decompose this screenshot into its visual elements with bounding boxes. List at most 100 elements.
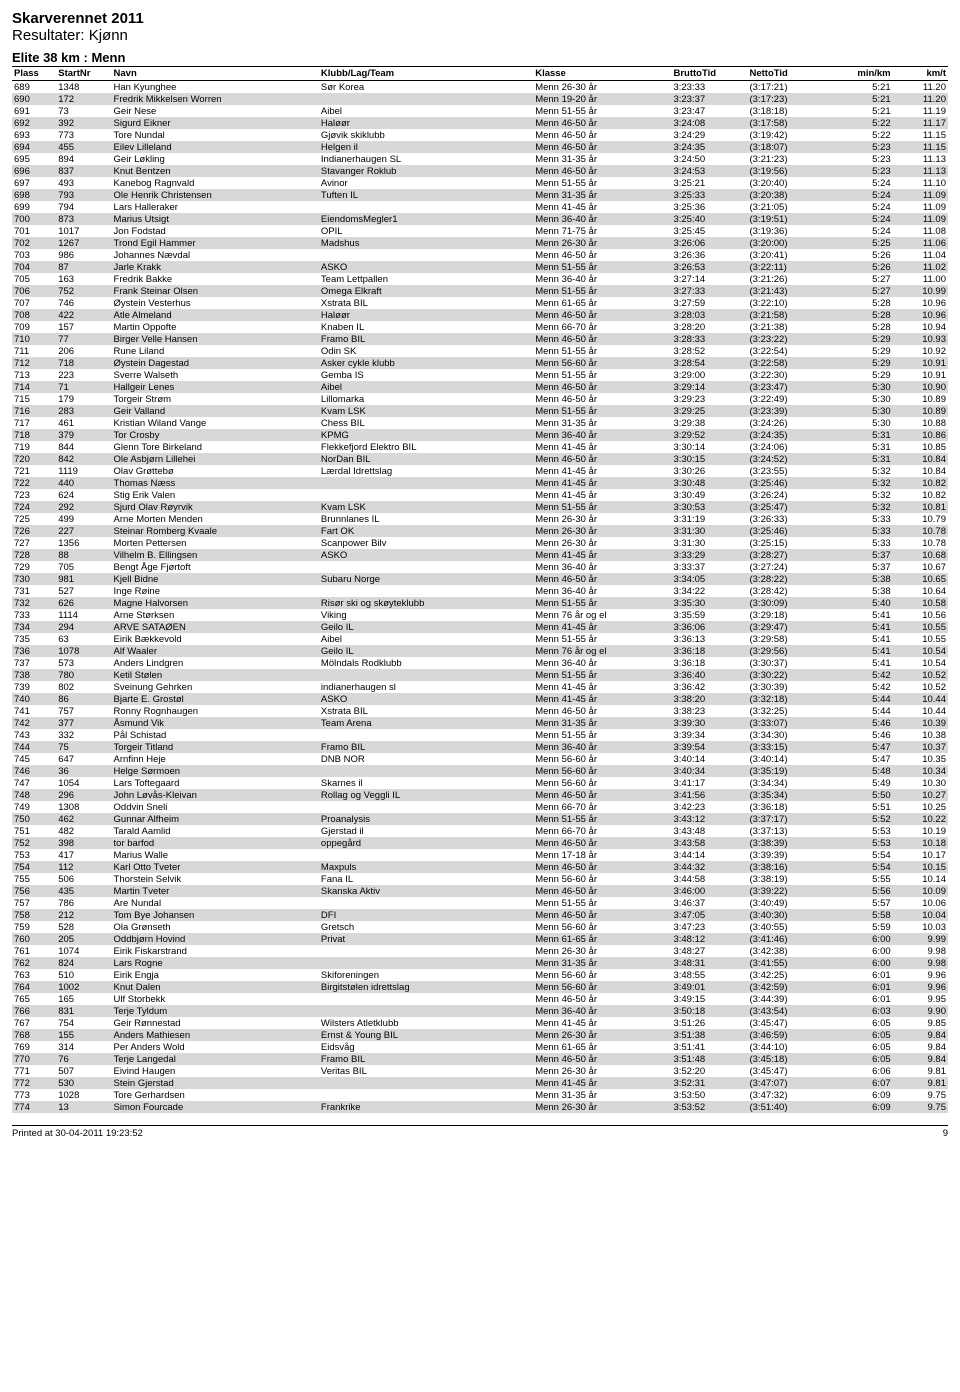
table-cell: Menn 51-55 år: [533, 897, 671, 909]
table-cell: (3:30:22): [747, 669, 830, 681]
table-cell: 752: [56, 285, 111, 297]
table-cell: [319, 801, 533, 813]
table-cell: Sjurd Olav Røyrvik: [112, 501, 319, 513]
table-cell: 732: [12, 597, 56, 609]
table-cell: Menn 46-50 år: [533, 333, 671, 345]
table-cell: 9.85: [893, 1017, 948, 1029]
table-cell: 737: [12, 657, 56, 669]
table-cell: (3:21:23): [747, 153, 830, 165]
table-cell: 10.78: [893, 525, 948, 537]
table-cell: Øystein Vesterhus: [112, 297, 319, 309]
table-cell: Simon Fourcade: [112, 1101, 319, 1113]
table-cell: 780: [56, 669, 111, 681]
table-cell: 5:32: [830, 477, 892, 489]
table-cell: 314: [56, 1041, 111, 1053]
table-cell: 3:38:20: [671, 693, 747, 705]
table-cell: 10.17: [893, 849, 948, 861]
table-cell: (3:45:47): [747, 1017, 830, 1029]
table-cell: (3:20:38): [747, 189, 830, 201]
table-cell: Menn 51-55 år: [533, 105, 671, 117]
table-cell: (3:19:51): [747, 213, 830, 225]
table-cell: Knaben IL: [319, 321, 533, 333]
table-cell: Menn 41-45 år: [533, 621, 671, 633]
table-cell: 786: [56, 897, 111, 909]
table-cell: 723: [12, 489, 56, 501]
table-cell: (3:40:49): [747, 897, 830, 909]
table-cell: 760: [12, 933, 56, 945]
table-row: 732626Magne HalvorsenRisør ski og skøyte…: [12, 597, 948, 609]
table-cell: 3:24:35: [671, 141, 747, 153]
table-cell: Team Arena: [319, 717, 533, 729]
table-cell: (3:41:46): [747, 933, 830, 945]
table-cell: (3:18:07): [747, 141, 830, 153]
table-cell: 698: [12, 189, 56, 201]
table-row: 717461Kristian Wiland VangeChess BILMenn…: [12, 417, 948, 429]
table-cell: 3:51:38: [671, 1029, 747, 1041]
table-cell: (3:38:39): [747, 837, 830, 849]
table-cell: 746: [56, 297, 111, 309]
table-cell: 11.13: [893, 165, 948, 177]
table-cell: 3:24:53: [671, 165, 747, 177]
table-cell: 36: [56, 765, 111, 777]
page-subtitle: Resultater: Kjønn: [12, 27, 948, 44]
table-cell: Menn 41-45 år: [533, 477, 671, 489]
table-cell: Menn 56-60 år: [533, 921, 671, 933]
col-kmt: km/t: [893, 67, 948, 81]
table-cell: Eirik Bækkevold: [112, 633, 319, 645]
table-row: 74636Helge SørmoenMenn 56-60 år3:40:34(3…: [12, 765, 948, 777]
table-cell: 482: [56, 825, 111, 837]
table-cell: Menn 66-70 år: [533, 801, 671, 813]
col-klubb: Klubb/Lag/Team: [319, 67, 533, 81]
table-cell: Eidsvåg: [319, 1041, 533, 1053]
table-cell: 11.13: [893, 153, 948, 165]
results-table: Plass StartNr Navn Klubb/Lag/Team Klasse…: [12, 67, 948, 1113]
table-cell: Fart OK: [319, 525, 533, 537]
table-cell: 5:26: [830, 261, 892, 273]
table-cell: Gjerstad il: [319, 825, 533, 837]
table-cell: 710: [12, 333, 56, 345]
table-cell: 223: [56, 369, 111, 381]
table-cell: Menn 46-50 år: [533, 573, 671, 585]
page-number: 9: [943, 1128, 948, 1139]
table-cell: 292: [56, 501, 111, 513]
table-cell: Menn 76 år og el: [533, 645, 671, 657]
table-cell: Frank Steinar Olsen: [112, 285, 319, 297]
table-cell: Jon Fodstad: [112, 225, 319, 237]
table-cell: 5:28: [830, 321, 892, 333]
table-cell: 733: [12, 609, 56, 621]
table-cell: 3:24:08: [671, 117, 747, 129]
table-cell: 5:22: [830, 117, 892, 129]
table-cell: Menn 56-60 år: [533, 753, 671, 765]
table-cell: 455: [56, 141, 111, 153]
table-cell: 3:28:03: [671, 309, 747, 321]
table-cell: 981: [56, 573, 111, 585]
table-cell: [319, 561, 533, 573]
table-cell: Lars Halleraker: [112, 201, 319, 213]
table-cell: 1017: [56, 225, 111, 237]
table-cell: 712: [12, 357, 56, 369]
table-cell: 721: [12, 465, 56, 477]
table-cell: (3:30:37): [747, 657, 830, 669]
table-cell: 5:32: [830, 489, 892, 501]
table-row: 712718Øystein DagestadAsker cykle klubbM…: [12, 357, 948, 369]
table-row: 7491308Oddvin SneliMenn 66-70 år3:42:23(…: [12, 801, 948, 813]
table-cell: Menn 36-40 år: [533, 657, 671, 669]
table-cell: 10.35: [893, 753, 948, 765]
table-cell: (3:44:10): [747, 1041, 830, 1053]
table-cell: Gunnar Alfheim: [112, 813, 319, 825]
table-cell: 717: [12, 417, 56, 429]
table-cell: 748: [12, 789, 56, 801]
table-cell: (3:20:41): [747, 249, 830, 261]
table-cell: Haløør: [319, 309, 533, 321]
table-cell: 727: [12, 537, 56, 549]
table-cell: 3:43:58: [671, 837, 747, 849]
table-cell: 750: [12, 813, 56, 825]
table-cell: Gjøvik skiklubb: [319, 129, 533, 141]
table-cell: 10.92: [893, 345, 948, 357]
table-cell: 5:32: [830, 501, 892, 513]
table-cell: 71: [56, 381, 111, 393]
table-cell: 3:40:14: [671, 753, 747, 765]
table-cell: Menn 66-70 år: [533, 321, 671, 333]
table-cell: Sør Korea: [319, 81, 533, 94]
table-cell: Eivind Haugen: [112, 1065, 319, 1077]
